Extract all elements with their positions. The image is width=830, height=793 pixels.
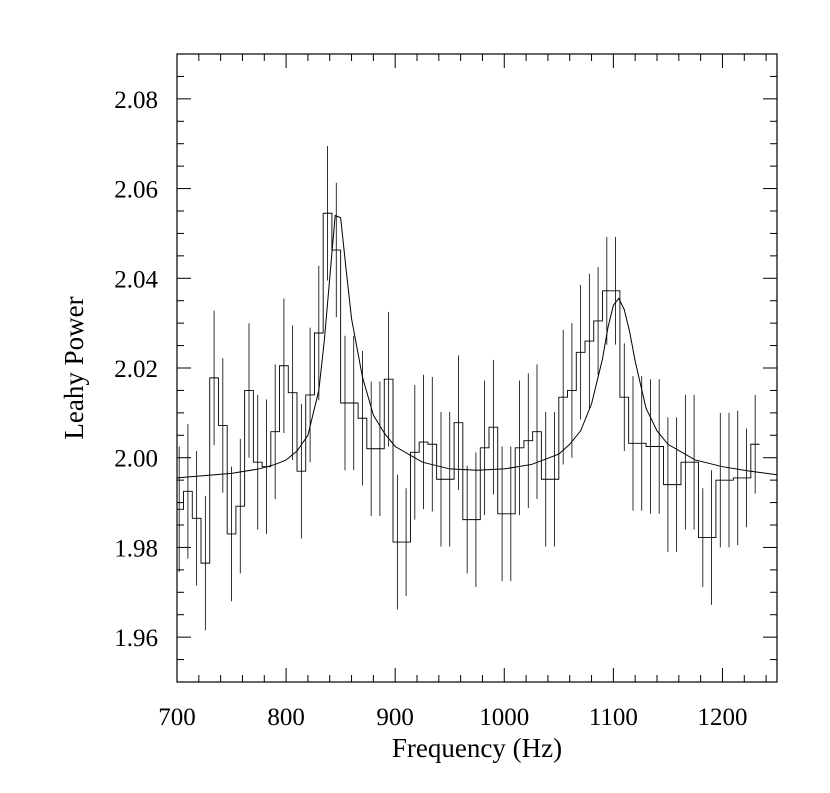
x-tick-labels: 700 800 900 1000 1100 1200 (158, 704, 747, 731)
power-spectrum-histogram (177, 212, 760, 564)
y-axis-title: Leahy Power (59, 296, 89, 439)
x-axis-title: Frequency (Hz) (392, 733, 562, 763)
lorentzian-fit (176, 214, 778, 479)
y-tick-label: 2.08 (114, 87, 158, 114)
y-tick-label: 2.06 (114, 177, 158, 204)
y-tick-label: 2.04 (114, 266, 158, 293)
fit-curve (176, 214, 778, 479)
x-tick-label: 800 (267, 704, 305, 731)
histogram-steps (177, 212, 760, 564)
plot-frame (176, 53, 778, 683)
y-tick-label: 2.02 (114, 356, 158, 383)
axis-ticks (176, 53, 777, 683)
x-tick-label: 700 (158, 704, 196, 731)
x-tick-label: 1100 (589, 704, 638, 731)
error-bars (178, 145, 756, 631)
x-tick-label: 900 (376, 704, 414, 731)
y-tick-label: 1.96 (114, 625, 158, 652)
y-tick-label: 2.00 (114, 446, 158, 473)
y-tick-label: 1.98 (114, 535, 158, 562)
y-tick-labels: 1.96 1.98 2.00 2.02 2.04 2.06 2.08 (114, 87, 158, 652)
x-tick-label: 1000 (479, 704, 529, 731)
x-tick-label: 1200 (697, 704, 747, 731)
